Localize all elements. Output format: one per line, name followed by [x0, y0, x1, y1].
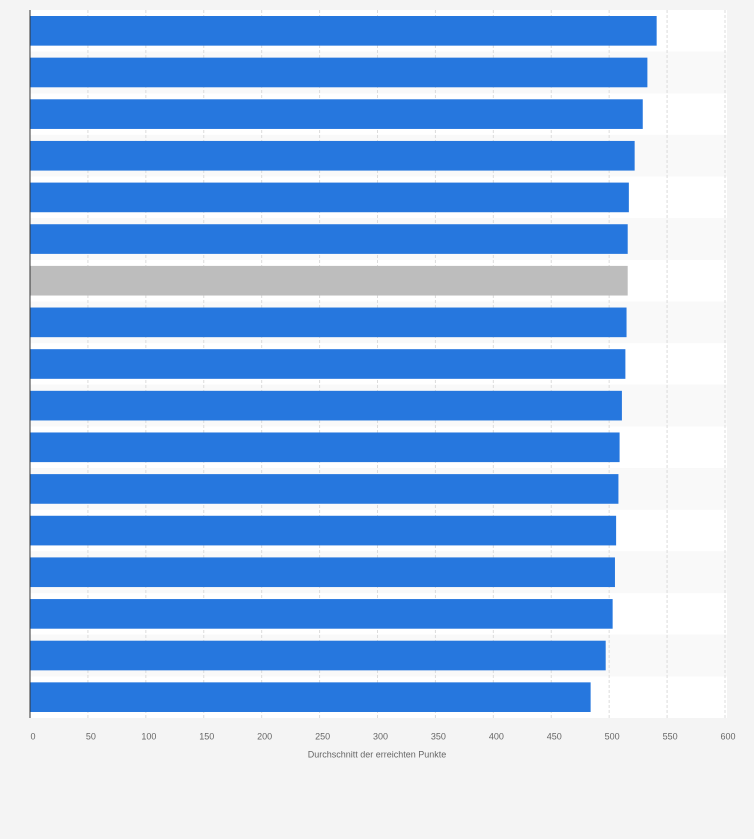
x-tick-label: 150 [199, 731, 214, 741]
bar [30, 682, 591, 712]
bar [30, 224, 628, 254]
bar [30, 182, 629, 213]
x-tick-label: 500 [605, 731, 620, 741]
x-tick-label: 0 [30, 731, 35, 741]
x-tick-label: 50 [86, 731, 96, 741]
x-tick-label: 400 [489, 731, 504, 741]
bar [30, 640, 606, 671]
bar [30, 99, 643, 129]
x-axis-label: Durchschnitt der erreichten Punkte [308, 749, 447, 759]
x-tick-label: 100 [141, 731, 156, 741]
x-tick-label: 300 [373, 731, 388, 741]
bar [30, 57, 648, 88]
bar [30, 307, 627, 338]
bar [30, 432, 620, 463]
bar [30, 349, 626, 379]
bar [30, 474, 619, 504]
x-tick-label: 550 [663, 731, 678, 741]
bar [30, 557, 615, 588]
x-tick-label: 450 [547, 731, 562, 741]
bar [30, 16, 657, 46]
x-tick-label: 200 [257, 731, 272, 741]
x-tick-label: 250 [315, 731, 330, 741]
bar [30, 390, 622, 421]
bar [30, 515, 617, 546]
bar [30, 599, 613, 629]
x-tick-label: 350 [431, 731, 446, 741]
bar [30, 140, 635, 171]
x-tick-label: 600 [720, 731, 735, 741]
bar [30, 265, 628, 296]
